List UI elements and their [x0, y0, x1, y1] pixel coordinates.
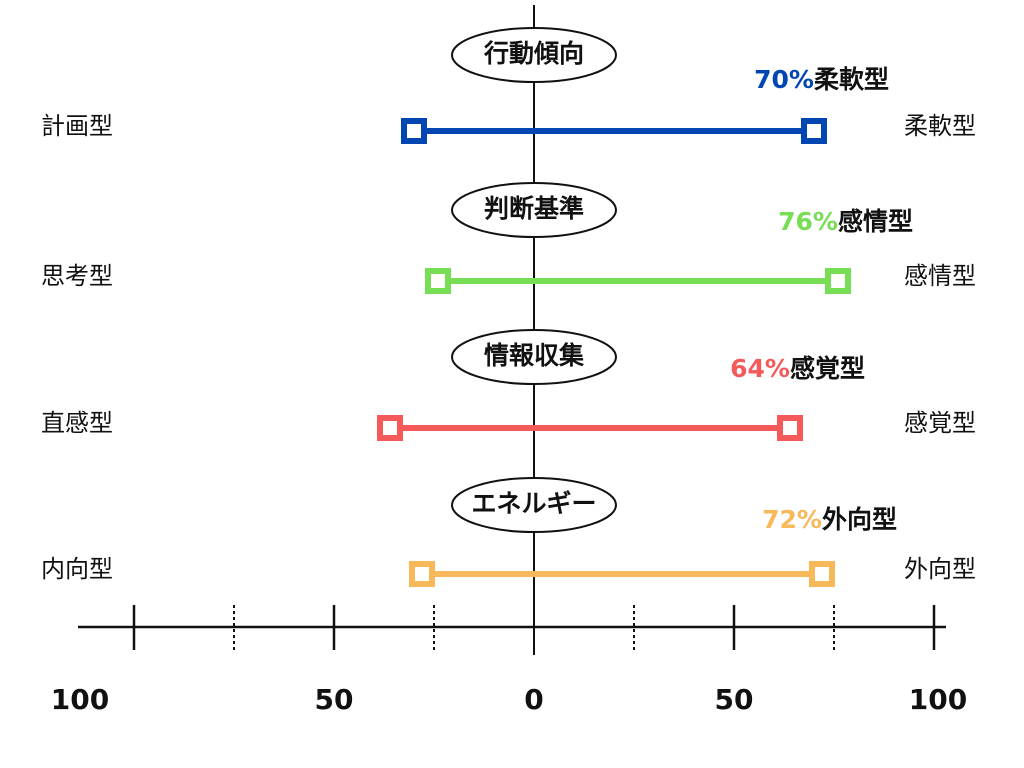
- result-type: 柔軟型: [814, 65, 889, 94]
- category-label: エネルギー: [471, 489, 596, 518]
- result-type: 感情型: [838, 207, 913, 236]
- category-label: 行動傾向: [483, 39, 584, 68]
- category-pill: [451, 329, 617, 385]
- category-label: 情報収集: [484, 341, 585, 370]
- marker: [777, 415, 803, 441]
- left-label: 計画型: [41, 112, 113, 140]
- marker: [401, 118, 427, 144]
- x-tick-label: 100: [909, 683, 967, 716]
- percent-label: 70%: [754, 65, 814, 94]
- left-label: 内向型: [41, 555, 113, 583]
- percent-label: 72%: [762, 505, 822, 534]
- category-pill: [451, 27, 617, 83]
- marker: [825, 268, 851, 294]
- category-label: 判断基準: [484, 194, 584, 223]
- x-tick-label: 0: [524, 683, 543, 716]
- right-label: 柔軟型: [904, 112, 976, 140]
- right-label: 外向型: [904, 555, 976, 583]
- marker: [801, 118, 827, 144]
- category-pill: [451, 182, 617, 238]
- result-type: 外向型: [822, 505, 897, 534]
- percent-label: 76%: [778, 207, 838, 236]
- left-label: 思考型: [41, 262, 113, 290]
- right-label: 感覚型: [904, 409, 976, 437]
- x-tick-label: 100: [51, 683, 109, 716]
- x-tick-label: 50: [315, 683, 354, 716]
- result-type: 感覚型: [790, 354, 865, 383]
- marker: [409, 561, 435, 587]
- marker: [809, 561, 835, 587]
- marker: [425, 268, 451, 294]
- left-label: 直感型: [41, 409, 113, 437]
- percent-label: 64%: [730, 354, 790, 383]
- result-label: 64%感覚型: [730, 354, 865, 383]
- marker: [377, 415, 403, 441]
- result-label: 76%感情型: [778, 207, 913, 236]
- result-label: 72%外向型: [762, 505, 897, 534]
- right-label: 感情型: [904, 262, 976, 290]
- x-tick-label: 50: [715, 683, 754, 716]
- category-pill: [451, 477, 617, 533]
- result-label: 70%柔軟型: [754, 65, 889, 94]
